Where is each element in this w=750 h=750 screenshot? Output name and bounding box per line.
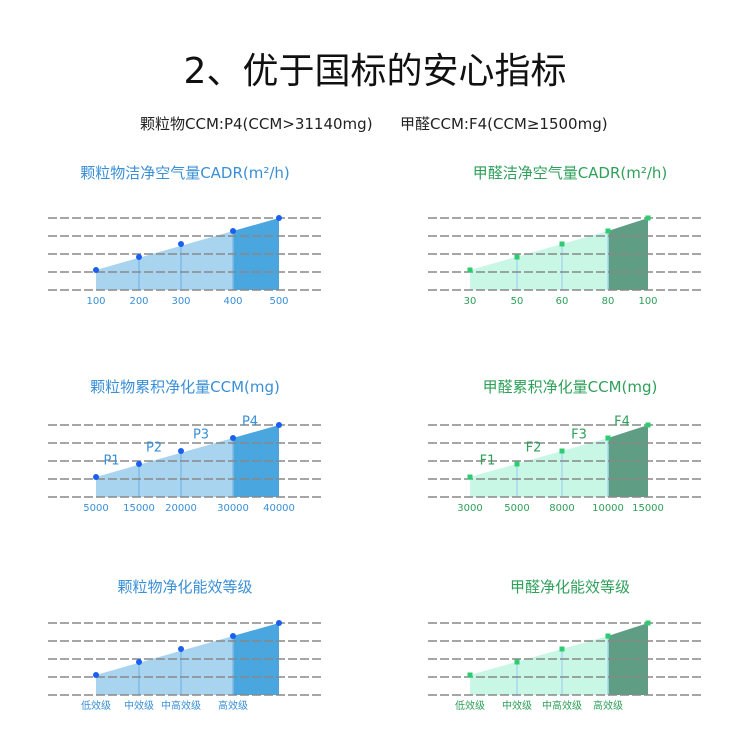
data-point: [276, 422, 282, 428]
data-point: [645, 215, 651, 221]
point-label: F4: [614, 415, 630, 430]
data-point: [605, 228, 611, 234]
data-point: [93, 672, 99, 678]
chart-title: 颗粒物累积净化量CCM(mg): [90, 378, 280, 396]
tick-label: 15000: [123, 503, 155, 514]
data-point: [514, 461, 520, 467]
point-label: F1: [480, 454, 496, 469]
tick-label: 5000: [504, 503, 529, 514]
tick-label: 400: [223, 296, 242, 307]
tick-label: 40000: [263, 503, 295, 514]
formaldehyde-cadr-chart: 30 50 60 80 100: [428, 215, 702, 307]
tick-label: 300: [171, 296, 190, 307]
particle-grade-text: 颗粒物CCM:P4(CCM>31140mg): [140, 115, 373, 133]
tick-label: 3000: [457, 503, 482, 514]
data-point: [178, 646, 184, 652]
data-point: [136, 659, 142, 665]
data-point: [276, 620, 282, 626]
chart-title: 甲醛洁净空气量CADR(m²/h): [472, 164, 668, 182]
data-point: [645, 422, 651, 428]
tick-label: 500: [269, 296, 288, 307]
data-point: [178, 448, 184, 454]
area-fill-light: [96, 438, 233, 497]
tick-label: 中效级: [502, 699, 532, 712]
data-point: [605, 633, 611, 639]
tick-label: 中效级: [124, 699, 154, 712]
tick-label: 中高效级: [161, 699, 201, 712]
formaldehyde-grade-text: 甲醛CCM:F4(CCM≥1500mg): [400, 115, 608, 133]
tick-label: 60: [556, 296, 569, 307]
data-point: [136, 254, 142, 260]
data-point: [230, 228, 236, 234]
formaldehyde-ccm-chart: 3000 5000 8000 10000 15000 F1 F2 F3 F4: [428, 415, 702, 514]
tick-label: 5000: [83, 503, 108, 514]
tick-label: 8000: [549, 503, 574, 514]
data-point: [514, 659, 520, 665]
data-point: [230, 633, 236, 639]
particle-ccm-chart: 5000 15000 20000 30000 40000 P1 P2 P3 P4: [48, 415, 322, 514]
data-point: [645, 620, 651, 626]
tick-label: 低效级: [81, 699, 111, 712]
area-fill-light: [96, 231, 233, 290]
formaldehyde-efficiency-chart: 低效级 中效级 中高效级 高效级: [428, 620, 702, 712]
data-point: [467, 474, 473, 480]
point-label: P3: [193, 428, 209, 443]
tick-label: 15000: [632, 503, 664, 514]
point-label: F2: [526, 441, 542, 456]
data-point: [93, 267, 99, 273]
point-label: F3: [571, 428, 587, 443]
data-point: [605, 435, 611, 441]
tick-label: 100: [86, 296, 105, 307]
point-label: P2: [146, 441, 162, 456]
particle-cadr-chart: 100 200 300 400 500: [48, 215, 322, 307]
chart-title: 甲醛累积净化量CCM(mg): [482, 378, 658, 396]
data-point: [467, 672, 473, 678]
tick-label: 20000: [165, 503, 197, 514]
tick-label: 50: [511, 296, 524, 307]
point-label: P4: [242, 415, 258, 430]
area-fill-light: [470, 231, 608, 290]
data-point: [136, 461, 142, 467]
area-fill-light: [470, 438, 608, 497]
tick-label: 高效级: [218, 699, 248, 712]
tick-label: 80: [602, 296, 615, 307]
data-point: [559, 646, 565, 652]
chart-title: 颗粒物洁净空气量CADR(m²/h): [80, 164, 290, 182]
area-fill-light: [96, 636, 233, 695]
tick-label: 200: [129, 296, 148, 307]
tick-label: 100: [638, 296, 657, 307]
tick-label: 高效级: [593, 699, 623, 712]
data-point: [467, 267, 473, 273]
data-point: [93, 474, 99, 480]
tick-label: 30000: [217, 503, 249, 514]
tick-label: 10000: [592, 503, 624, 514]
chart-title: 甲醛净化能效等级: [509, 578, 630, 596]
particle-efficiency-chart: 低效级 中效级 中高效级 高效级: [48, 620, 322, 712]
tick-label: 30: [464, 296, 477, 307]
tick-label: 中高效级: [542, 699, 582, 712]
data-point: [559, 241, 565, 247]
data-point: [514, 254, 520, 260]
point-label: P1: [103, 454, 119, 469]
area-fill-light: [470, 636, 608, 695]
data-point: [230, 435, 236, 441]
page-title: 2、优于国标的安心指标: [183, 51, 567, 92]
tick-label: 低效级: [455, 699, 485, 712]
data-point: [178, 241, 184, 247]
data-point: [276, 215, 282, 221]
data-point: [559, 448, 565, 454]
chart-title: 颗粒物净化能效等级: [117, 578, 253, 596]
